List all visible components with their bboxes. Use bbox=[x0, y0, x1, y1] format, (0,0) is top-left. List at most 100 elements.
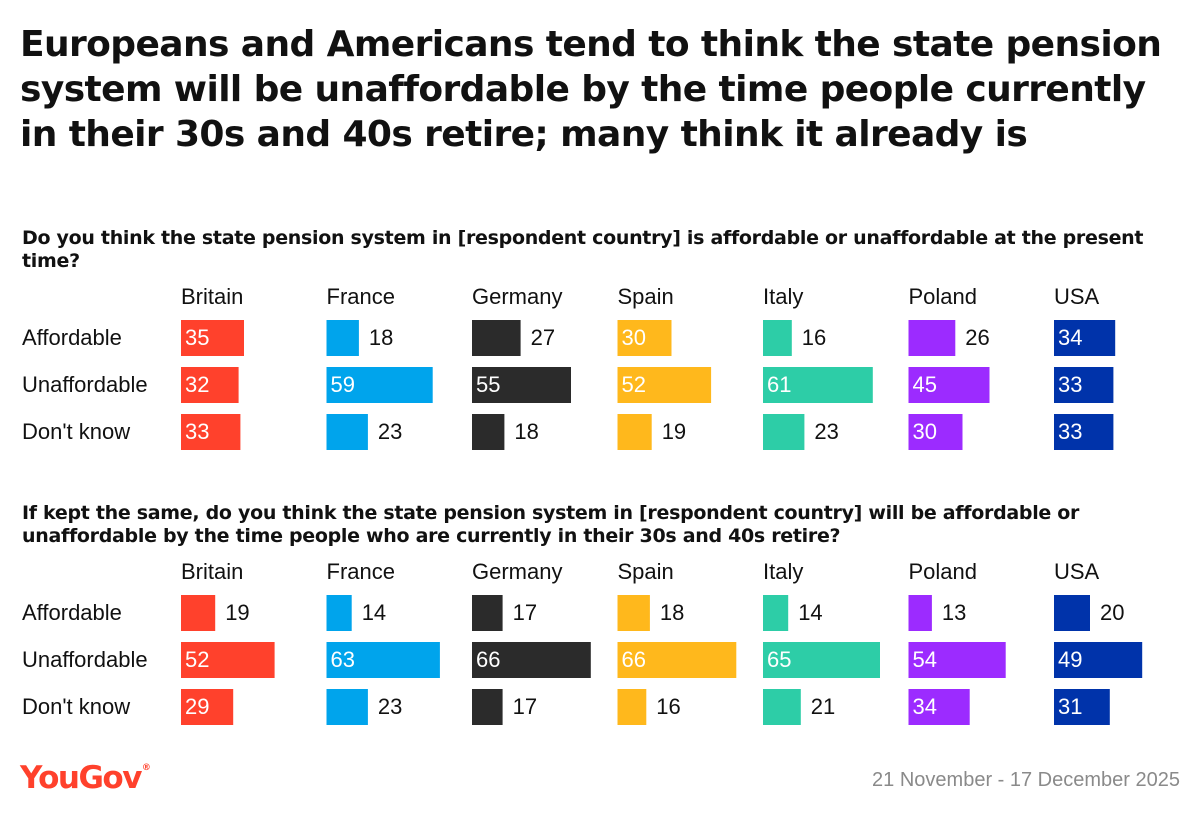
bar-italy-unaffordable bbox=[763, 367, 873, 403]
bar-spain-don-t-know bbox=[617, 414, 652, 450]
column-header-usa: USA bbox=[1054, 284, 1100, 309]
data-label-france-unaffordable: 59 bbox=[331, 372, 355, 397]
bar-germany-unaffordable bbox=[472, 367, 571, 403]
bar-france-unaffordable bbox=[326, 367, 433, 403]
bar-france-unaffordable bbox=[326, 642, 440, 678]
bar-france-affordable bbox=[326, 595, 352, 631]
row-label-don-t-know: Don't know bbox=[22, 419, 130, 444]
bar-usa-don-t-know bbox=[1054, 689, 1110, 725]
column-header-spain: Spain bbox=[618, 284, 674, 309]
data-label-spain-don-t-know: 16 bbox=[656, 694, 680, 719]
bar-usa-don-t-know bbox=[1054, 414, 1114, 450]
bar-chart-future: Affordable Unaffordable Don't know Britain 1… bbox=[22, 559, 1143, 725]
data-label-france-don-t-know: 23 bbox=[378, 419, 402, 444]
data-label-poland-unaffordable: 45 bbox=[913, 372, 937, 397]
data-label-britain-don-t-know: 29 bbox=[185, 694, 209, 719]
column-header-italy: Italy bbox=[763, 559, 803, 584]
bar-italy-don-t-know bbox=[763, 414, 805, 450]
yougov-logo: YouGov® bbox=[20, 760, 151, 796]
data-label-spain-don-t-know: 19 bbox=[662, 419, 686, 444]
data-label-germany-unaffordable: 55 bbox=[476, 372, 500, 397]
bar-italy-affordable bbox=[763, 595, 789, 631]
data-label-italy-don-t-know: 23 bbox=[814, 419, 838, 444]
data-label-italy-affordable: 14 bbox=[798, 600, 822, 625]
data-label-britain-unaffordable: 32 bbox=[185, 372, 209, 397]
bar-germany-don-t-know bbox=[472, 414, 505, 450]
column-header-usa: USA bbox=[1054, 559, 1100, 584]
bar-britain-affordable bbox=[181, 595, 216, 631]
logo-text: YouGov bbox=[20, 760, 142, 796]
question-2: If kept the same, do you think the state… bbox=[22, 502, 1080, 547]
bar-italy-affordable bbox=[763, 320, 792, 356]
bar-poland-don-t-know bbox=[908, 689, 970, 725]
bar-spain-affordable bbox=[617, 595, 650, 631]
bar-usa-unaffordable bbox=[1054, 642, 1143, 678]
data-label-italy-unaffordable: 65 bbox=[767, 647, 791, 672]
data-label-germany-affordable: 27 bbox=[531, 325, 555, 350]
row-label-affordable: Affordable bbox=[22, 325, 122, 350]
bar-usa-unaffordable bbox=[1054, 367, 1114, 403]
data-label-usa-affordable: 20 bbox=[1100, 600, 1124, 625]
data-label-italy-unaffordable: 61 bbox=[767, 372, 791, 397]
bar-france-don-t-know bbox=[326, 414, 368, 450]
column-header-britain: Britain bbox=[181, 559, 243, 584]
bar-spain-unaffordable bbox=[617, 642, 737, 678]
data-label-usa-don-t-know: 31 bbox=[1058, 694, 1082, 719]
bar-usa-affordable bbox=[1054, 320, 1116, 356]
bar-usa-affordable bbox=[1054, 595, 1090, 631]
data-label-germany-affordable: 17 bbox=[513, 600, 537, 625]
row-label-don-t-know: Don't know bbox=[22, 694, 130, 719]
data-label-france-affordable: 18 bbox=[369, 325, 393, 350]
chart-title: Europeans and Americans tend to think th… bbox=[20, 24, 1162, 155]
bar-france-don-t-know bbox=[326, 689, 368, 725]
column-header-france: France bbox=[327, 284, 395, 309]
data-label-france-don-t-know: 23 bbox=[378, 694, 402, 719]
data-label-britain-unaffordable: 52 bbox=[185, 647, 209, 672]
bar-italy-unaffordable bbox=[763, 642, 880, 678]
data-label-poland-unaffordable: 54 bbox=[913, 647, 937, 672]
bar-poland-affordable bbox=[908, 320, 956, 356]
data-label-germany-unaffordable: 66 bbox=[476, 647, 500, 672]
bar-poland-unaffordable bbox=[908, 367, 990, 403]
data-label-spain-affordable: 30 bbox=[622, 325, 646, 350]
bar-germany-affordable bbox=[472, 320, 521, 356]
bar-germany-don-t-know bbox=[472, 689, 503, 725]
bar-germany-affordable bbox=[472, 595, 503, 631]
data-label-poland-don-t-know: 30 bbox=[913, 419, 937, 444]
bar-germany-unaffordable bbox=[472, 642, 591, 678]
column-header-italy: Italy bbox=[763, 284, 803, 309]
bar-spain-affordable bbox=[617, 320, 672, 356]
data-label-france-affordable: 14 bbox=[362, 600, 386, 625]
logo-trademark: ® bbox=[141, 763, 151, 773]
data-label-germany-don-t-know: 17 bbox=[513, 694, 537, 719]
data-label-usa-don-t-know: 33 bbox=[1058, 419, 1082, 444]
data-label-poland-don-t-know: 34 bbox=[913, 694, 937, 719]
column-header-poland: Poland bbox=[909, 559, 978, 584]
bar-poland-affordable bbox=[908, 595, 932, 631]
column-header-britain: Britain bbox=[181, 284, 243, 309]
bar-britain-unaffordable bbox=[181, 642, 275, 678]
bar-chart-present: Affordable Unaffordable Don't know Britain 3… bbox=[22, 284, 1116, 450]
bar-britain-don-t-know bbox=[181, 689, 234, 725]
data-label-poland-affordable: 26 bbox=[965, 325, 989, 350]
data-label-usa-unaffordable: 33 bbox=[1058, 372, 1082, 397]
data-label-germany-don-t-know: 18 bbox=[514, 419, 538, 444]
row-label-unaffordable: Unaffordable bbox=[22, 372, 148, 397]
data-label-britain-affordable: 35 bbox=[185, 325, 209, 350]
data-label-spain-affordable: 18 bbox=[660, 600, 684, 625]
question-1: Do you think the state pension system in… bbox=[22, 227, 1144, 272]
row-label-affordable: Affordable bbox=[22, 600, 122, 625]
data-label-poland-affordable: 13 bbox=[942, 600, 966, 625]
bar-italy-don-t-know bbox=[763, 689, 801, 725]
bar-britain-don-t-know bbox=[181, 414, 241, 450]
bar-france-affordable bbox=[326, 320, 359, 356]
bar-spain-don-t-know bbox=[617, 689, 647, 725]
data-label-spain-unaffordable: 66 bbox=[622, 647, 646, 672]
column-header-france: France bbox=[327, 559, 395, 584]
data-label-britain-don-t-know: 33 bbox=[185, 419, 209, 444]
row-label-unaffordable: Unaffordable bbox=[22, 647, 148, 672]
column-header-spain: Spain bbox=[618, 559, 674, 584]
data-label-spain-unaffordable: 52 bbox=[622, 372, 646, 397]
data-label-italy-don-t-know: 21 bbox=[811, 694, 835, 719]
data-label-usa-unaffordable: 49 bbox=[1058, 647, 1082, 672]
